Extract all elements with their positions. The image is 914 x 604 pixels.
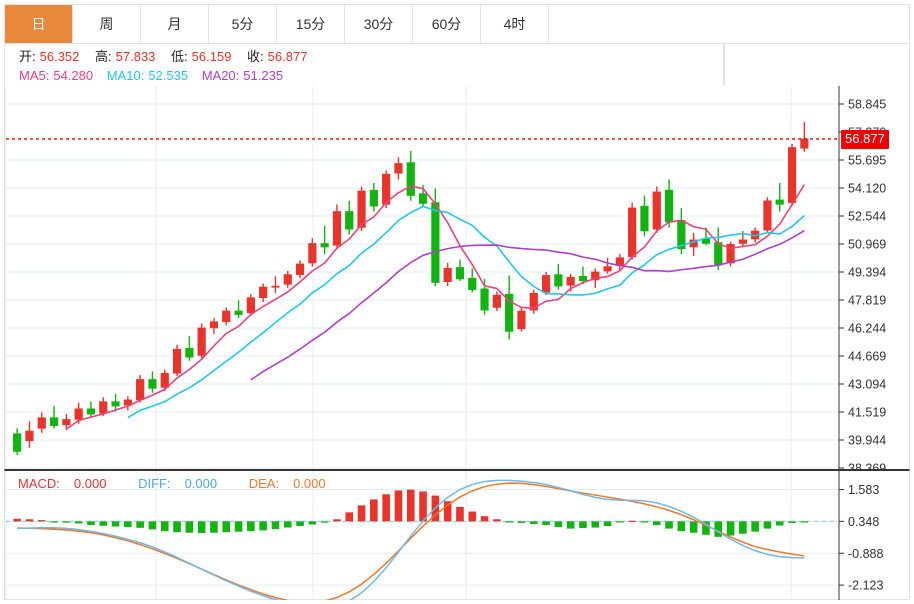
macd-chart-pane[interactable]: 1.583 0.348 -0.888 -2.123 [4,470,910,600]
price-chart-svg: 58.84557.27055.69554.12052.54450.96949.3… [5,86,886,470]
macd-label: MACD: [18,476,60,491]
svg-text:58.845: 58.845 [848,98,886,112]
close-value: 56.877 [267,49,308,64]
tab-label: 月 [167,16,182,32]
tab-label: 4时 [503,16,526,32]
svg-text:47.819: 47.819 [848,294,886,308]
tab-label: 15分 [295,16,326,32]
tab-label: 5分 [231,16,254,32]
dea-value: 0.000 [293,476,326,491]
price-chart-pane[interactable]: 58.84557.27055.69554.12052.54450.96949.3… [4,86,910,470]
diff-entry: DIFF: 0.000 [138,476,231,491]
tab-bar-filler [549,5,910,43]
macd-value: 0.000 [73,476,107,491]
svg-text:39.944: 39.944 [848,434,886,448]
quote-info-panel: 开: 56.352 高: 57.833 低: 56.159 收: 56.877 MA5:… [4,44,724,86]
svg-text:-2.123: -2.123 [848,579,883,593]
tab-label: 60分 [431,16,462,32]
tab-4hour[interactable]: 4时 [481,5,549,43]
svg-text:-0.888: -0.888 [848,547,883,561]
svg-text:0.348: 0.348 [848,515,879,529]
ma10-value: 52.535 [148,68,189,83]
open-label: 开: [19,49,36,64]
tab-label: 30分 [363,16,394,32]
low-label: 低: [171,49,188,64]
macd-legend: MACD: 0.000 DIFF: 0.000 DEA: 0.000 [18,476,354,491]
svg-text:44.669: 44.669 [848,350,886,364]
ma5-label: MA5: [19,68,50,83]
svg-text:55.695: 55.695 [848,153,886,167]
dea-entry: DEA: 0.000 [249,476,340,491]
ma10-label: MA10: [106,68,145,83]
tab-label: 日 [31,16,46,32]
svg-text:43.094: 43.094 [848,378,886,392]
ma-line: MA5: 54.280 MA10: 52.535 MA20: 51.235 [19,66,723,85]
diff-value: 0.000 [184,476,218,491]
ma20-label: MA20: [201,68,240,83]
close-label: 收: [247,49,264,64]
period-tab-bar[interactable]: 日 周 月 5分 15分 30分 60分 4时 [4,4,910,44]
quote-info-side-panel [724,44,910,86]
diff-label: DIFF: [138,476,171,491]
tab-15min[interactable]: 15分 [277,5,345,43]
macd-chart-svg: 1.583 0.348 -0.888 -2.123 [5,471,883,600]
ma5-value: 54.280 [53,68,94,83]
tab-week[interactable]: 周 [73,5,141,43]
tab-label: 周 [99,16,114,32]
svg-text:54.120: 54.120 [848,181,886,195]
macd-entry: MACD: 0.000 [18,476,120,491]
tab-month[interactable]: 月 [141,5,209,43]
svg-text:49.394: 49.394 [848,266,886,280]
tab-5min[interactable]: 5分 [209,5,277,43]
high-value: 57.833 [115,49,156,64]
dea-label: DEA: [248,476,280,491]
svg-text:46.244: 46.244 [848,322,886,336]
tab-60min[interactable]: 60分 [413,5,481,43]
ohlc-line: 开: 56.352 高: 57.833 低: 56.159 收: 56.877 [19,47,723,66]
tab-30min[interactable]: 30分 [345,5,413,43]
low-value: 56.159 [191,49,232,64]
open-value: 56.352 [39,49,80,64]
svg-text:50.969: 50.969 [848,238,886,252]
svg-text:52.544: 52.544 [848,210,886,224]
ma20-value: 51.235 [243,68,284,83]
svg-text:38.369: 38.369 [848,462,886,470]
current-price-tag: 56.877 [841,129,889,149]
svg-text:41.519: 41.519 [848,406,886,420]
svg-text:1.583: 1.583 [848,483,879,497]
tab-day[interactable]: 日 [5,5,73,43]
high-label: 高: [95,49,112,64]
